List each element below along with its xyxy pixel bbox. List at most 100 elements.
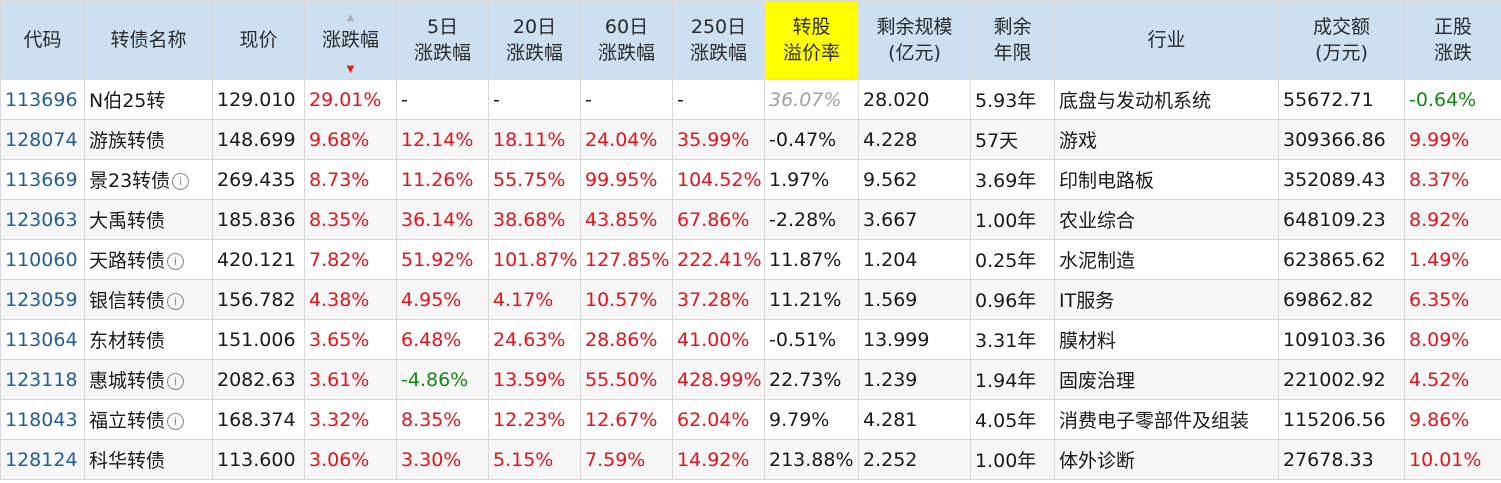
- col-header-stock-change[interactable]: 正股 涨跌: [1404, 0, 1501, 80]
- cell-5d-change: 51.92%: [396, 239, 489, 280]
- cell-years-text: 1.94年: [975, 370, 1037, 392]
- table-row[interactable]: 123059 银信转债 i 156.782 4.38% 4.95% 4.17% 10.57% 3…: [0, 279, 1501, 320]
- info-circle-icon[interactable]: i: [167, 293, 185, 310]
- cell-name[interactable]: 天路转债 i: [84, 239, 213, 280]
- cell-scale: 13.999: [858, 319, 971, 360]
- cell-change-text: 4.38%: [309, 288, 370, 311]
- cell-60d-change-text: 24.04%: [585, 128, 658, 151]
- info-circle-icon[interactable]: i: [167, 413, 185, 430]
- cell-20d-change-text: 38.68%: [493, 208, 566, 231]
- table-row[interactable]: 123118 惠城转债 i 2082.63 3.61% -4.86% 13.59% 55.50…: [0, 359, 1501, 400]
- cell-250d-change: 104.52%: [672, 159, 765, 200]
- cell-industry-text: 水泥制造: [1059, 250, 1136, 272]
- cell-5d-change-text: 36.14%: [401, 208, 474, 231]
- cell-code[interactable]: 123063: [0, 199, 85, 240]
- cell-60d-change: 12.67%: [580, 399, 673, 440]
- cell-code[interactable]: 113696: [0, 79, 85, 120]
- col-header-20d-change[interactable]: 20日 涨跌幅: [488, 0, 581, 80]
- cell-code[interactable]: 128124: [0, 439, 85, 480]
- cell-stock-change: 8.37%: [1404, 159, 1501, 200]
- cell-name[interactable]: 科华转债: [84, 439, 213, 480]
- cell-name[interactable]: 游族转债: [84, 119, 213, 160]
- cell-code[interactable]: 123059: [0, 279, 85, 320]
- cell-price: 420.121: [212, 239, 305, 280]
- cell-premium: 213.88%: [764, 439, 859, 480]
- cell-volume-text: 27678.33: [1283, 448, 1374, 471]
- table-row[interactable]: 128124 科华转债 113.600 3.06% 3.30% 5.15% 7.59% 14.…: [0, 439, 1501, 480]
- cell-name[interactable]: 景23转债 i: [84, 159, 213, 200]
- cell-change: 9.68%: [304, 119, 397, 160]
- cell-change: 29.01%: [304, 79, 397, 120]
- cell-code[interactable]: 110060: [0, 239, 85, 280]
- table-row[interactable]: 123063 大禹转债 185.836 8.35% 36.14% 38.68% 43.85%…: [0, 199, 1501, 240]
- col-header-premium-line2: 溢价率: [782, 42, 840, 64]
- cell-premium-text: 213.88%: [769, 448, 854, 471]
- cell-scale: 4.228: [858, 119, 971, 160]
- cell-volume-text: 352089.43: [1283, 168, 1386, 191]
- col-header-5d-change[interactable]: 5日 涨跌幅: [396, 0, 489, 80]
- col-header-code[interactable]: 代码: [0, 0, 85, 80]
- cell-price-text: 151.006: [217, 328, 296, 351]
- cell-stock-change: 9.99%: [1404, 119, 1501, 160]
- col-header-change[interactable]: ▲ 涨跌幅 ▼: [304, 0, 397, 80]
- cell-name[interactable]: 东材转债: [84, 319, 213, 360]
- col-header-scale[interactable]: 剩余规模 (亿元): [858, 0, 971, 80]
- cell-code[interactable]: 118043: [0, 399, 85, 440]
- cell-industry-text: 消费电子零部件及组装: [1059, 410, 1250, 432]
- cell-name[interactable]: 惠城转债 i: [84, 359, 213, 400]
- col-header-years[interactable]: 剩余 年限: [970, 0, 1055, 80]
- cell-name[interactable]: N伯25转: [84, 79, 213, 120]
- cell-stock-change-text: 8.09%: [1409, 328, 1470, 351]
- table-row[interactable]: 110060 天路转债 i 420.121 7.82% 51.92% 101.87% 127.…: [0, 239, 1501, 280]
- cell-price: 185.836: [212, 199, 305, 240]
- table-row[interactable]: 113669 景23转债 i 269.435 8.73% 11.26% 55.75% 99.9…: [0, 159, 1501, 200]
- col-header-250d-line1: 250日: [690, 16, 747, 38]
- col-header-industry[interactable]: 行业: [1054, 0, 1279, 80]
- cell-20d-change: 55.75%: [488, 159, 581, 200]
- col-header-premium[interactable]: 转股 溢价率: [764, 0, 859, 80]
- cell-volume-text: 221002.92: [1283, 368, 1386, 391]
- cell-name[interactable]: 银信转债 i: [84, 279, 213, 320]
- cell-years-text: 0.96年: [975, 290, 1037, 312]
- cell-volume: 309366.86: [1278, 119, 1405, 160]
- table-row[interactable]: 128074 游族转债 148.699 9.68% 12.14% 18.11% 24.04%…: [0, 119, 1501, 160]
- cell-premium: 11.87%: [764, 239, 859, 280]
- col-header-price-label: 现价: [239, 29, 278, 51]
- info-circle-icon[interactable]: i: [167, 253, 185, 270]
- cell-industry: 底盘与发动机系统: [1054, 79, 1279, 120]
- col-header-name[interactable]: 转债名称: [84, 0, 213, 80]
- cell-250d-change: 222.41%: [672, 239, 765, 280]
- cell-5d-change-text: 8.35%: [401, 408, 462, 431]
- info-circle-icon[interactable]: i: [172, 173, 190, 190]
- cell-premium-text: 11.21%: [769, 288, 842, 311]
- cell-name-text: 福立转债: [89, 410, 166, 432]
- cell-5d-change: 4.95%: [396, 279, 489, 320]
- cell-250d-change-text: 35.99%: [677, 128, 750, 151]
- table-row[interactable]: 118043 福立转债 i 168.374 3.32% 8.35% 12.23% 12.67%…: [0, 399, 1501, 440]
- cell-stock-change-text: -0.64%: [1409, 88, 1477, 111]
- table-row[interactable]: 113064 东材转债 151.006 3.65% 6.48% 24.63% 28.86% 4…: [0, 319, 1501, 360]
- cell-name-text: 惠城转债: [89, 370, 166, 392]
- cell-change-text: 8.73%: [309, 168, 370, 191]
- cell-code[interactable]: 128074: [0, 119, 85, 160]
- cell-20d-change: 4.17%: [488, 279, 581, 320]
- cell-code[interactable]: 113064: [0, 319, 85, 360]
- cell-price: 129.010: [212, 79, 305, 120]
- cell-5d-change: 8.35%: [396, 399, 489, 440]
- cell-price-text: 185.836: [217, 208, 296, 231]
- cell-code[interactable]: 113669: [0, 159, 85, 200]
- table-row[interactable]: 113696 N伯25转 129.010 29.01% - - - -36.07% 28.020…: [0, 79, 1501, 120]
- cell-60d-change: 28.86%: [580, 319, 673, 360]
- info-circle-icon[interactable]: i: [167, 373, 185, 390]
- cell-code[interactable]: 123118: [0, 359, 85, 400]
- cell-name[interactable]: 福立转债 i: [84, 399, 213, 440]
- cell-scale-text: 4.228: [863, 128, 918, 151]
- cell-industry: 消费电子零部件及组装: [1054, 399, 1279, 440]
- cell-250d-change-text: 37.28%: [677, 288, 750, 311]
- col-header-250d-change[interactable]: 250日 涨跌幅: [672, 0, 765, 80]
- col-header-price[interactable]: 现价: [212, 0, 305, 80]
- cell-name-text: 景23转债: [89, 170, 171, 192]
- col-header-volume[interactable]: 成交额 (万元): [1278, 0, 1405, 80]
- col-header-60d-change[interactable]: 60日 涨跌幅: [580, 0, 673, 80]
- cell-name[interactable]: 大禹转债: [84, 199, 213, 240]
